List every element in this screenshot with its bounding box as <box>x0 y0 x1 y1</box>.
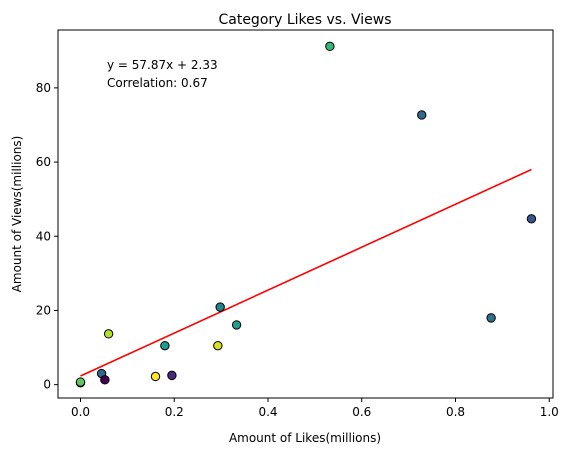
scatter-point-10 <box>215 302 225 312</box>
scatter-point-4 <box>100 375 110 385</box>
y-axis: 0 20 40 60 80 <box>36 81 58 392</box>
y-tick-label: 0 <box>43 378 51 392</box>
regression-equation-label: y = 57.87x + 2.33 <box>107 58 218 72</box>
regression-layer <box>80 168 532 377</box>
scatter-point-9 <box>213 340 223 351</box>
x-axis-title: Amount of Likes(millions) <box>229 431 381 445</box>
regression-line <box>80 168 532 377</box>
points-layer <box>75 41 537 388</box>
plot-background <box>58 30 553 398</box>
scatter-point-15 <box>526 214 537 224</box>
x-tick-label: 0.0 <box>71 405 90 419</box>
x-tick-label: 0.4 <box>258 405 277 419</box>
scatter-point-8 <box>167 370 177 381</box>
x-tick-label: 0.8 <box>446 405 465 419</box>
correlation-label: Correlation: 0.67 <box>107 76 208 90</box>
plot-frame <box>57 29 554 399</box>
y-tick-label: 20 <box>36 303 51 317</box>
x-tick-label: 1.0 <box>540 405 559 419</box>
scatter-point-2 <box>75 377 86 387</box>
y-tick-label: 80 <box>36 81 51 95</box>
x-tick-label: 0.6 <box>352 405 371 419</box>
scatter-point-12 <box>325 41 335 52</box>
plot-area <box>57 29 554 399</box>
y-axis-title: Amount of Views(millions) <box>10 136 24 293</box>
y-tick-label: 40 <box>36 229 51 243</box>
scatter-point-5 <box>103 329 114 339</box>
scatter-point-7 <box>160 340 170 351</box>
scatter-point-14 <box>486 313 496 323</box>
scatter-point-11 <box>231 320 242 330</box>
x-axis: 0.0 0.2 0.4 0.6 0.8 1.0 <box>71 398 559 419</box>
scatter-point-6 <box>150 371 161 382</box>
y-tick-label: 60 <box>36 155 51 169</box>
scatter-point-13 <box>417 110 427 120</box>
x-tick-label: 0.2 <box>165 405 184 419</box>
chart-title: Category Likes vs. Views <box>218 12 391 28</box>
